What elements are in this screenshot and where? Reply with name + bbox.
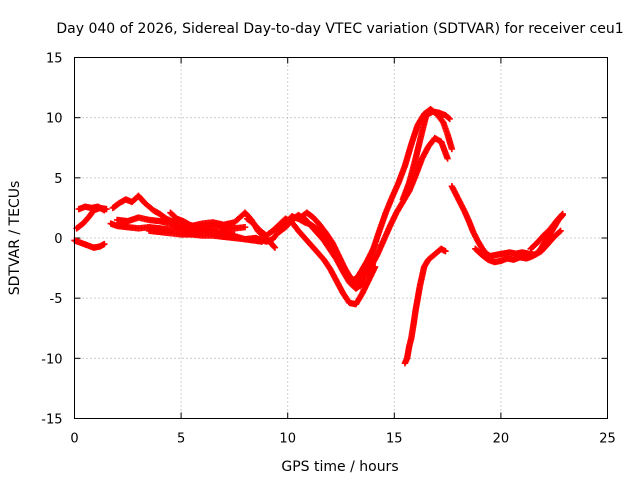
x-tick-label: 5 <box>177 432 185 447</box>
y-tick-label: 5 <box>54 172 62 187</box>
x-tick-label: 20 <box>493 432 510 447</box>
series-arc-12 <box>356 106 456 290</box>
series-arc-13 <box>399 108 453 203</box>
series-arc-6 <box>113 209 279 251</box>
data-point <box>558 211 566 219</box>
data-point <box>559 210 566 218</box>
data-point <box>448 145 456 153</box>
x-tick-label: 15 <box>386 432 403 447</box>
data-point <box>556 228 563 235</box>
y-tick-label: -5 <box>50 292 63 307</box>
data-point <box>271 244 279 251</box>
y-tick-label: 15 <box>46 52 63 67</box>
data-point <box>446 115 453 123</box>
x-axis-label: GPS time / hours <box>281 459 398 475</box>
series-arc-3 <box>75 203 108 214</box>
data-point <box>101 240 108 248</box>
grid-lines <box>74 57 608 419</box>
x-tick-label: 0 <box>70 432 78 447</box>
y-axis-label: SDTVAR / TECUs <box>7 181 23 296</box>
data-point <box>101 207 108 214</box>
series-arc-1 <box>71 237 108 251</box>
data-point <box>557 227 564 234</box>
plot-frame <box>74 57 608 419</box>
data-point <box>444 155 451 162</box>
tick-labels: 0 5 10 15 20 25 -15 -10 -5 0 5 10 15 <box>41 52 616 447</box>
y-tick-label: -15 <box>41 413 62 428</box>
y-tick-label: -10 <box>41 352 62 367</box>
data-point <box>445 114 452 122</box>
data-point <box>241 223 249 231</box>
series-arc-9 <box>243 215 379 308</box>
data-point <box>442 248 449 255</box>
y-tick-label: 0 <box>54 232 62 247</box>
data-point <box>258 238 266 245</box>
series-arc-8 <box>167 209 266 245</box>
data-point <box>270 243 278 250</box>
chart-title: Day 040 of 2026, Sidereal Day-to-day VTE… <box>56 21 623 37</box>
series-arc-17 <box>527 210 566 253</box>
x-tick-label: 25 <box>599 432 616 447</box>
data-points <box>71 106 566 367</box>
series-arc-14 <box>401 245 449 367</box>
x-tick-label: 10 <box>279 432 296 447</box>
y-tick-label: 10 <box>46 112 63 127</box>
